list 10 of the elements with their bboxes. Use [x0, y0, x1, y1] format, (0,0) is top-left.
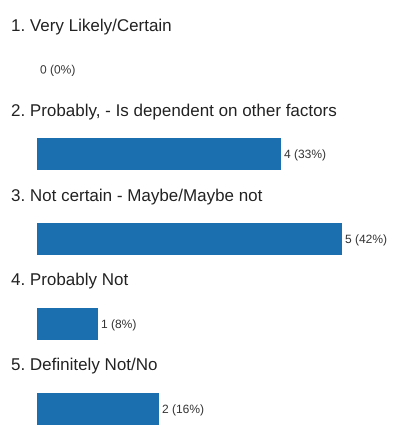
data-label: 4 (33%): [284, 147, 326, 161]
data-label: 5 (42%): [345, 232, 388, 246]
y-tick-label: 5. Definitely Not/No: [11, 355, 158, 374]
y-tick-label: 2. Probably, - Is dependent on other factors: [11, 101, 337, 120]
data-label: 2 (16%): [162, 402, 204, 416]
data-label: 1 (8%): [101, 317, 136, 331]
y-tick-label: 1. Very Likely/Certain: [11, 16, 172, 35]
data-label: 0 (0%): [40, 62, 76, 76]
y-tick-label: 3. Not certain - Maybe/Maybe not: [11, 186, 263, 205]
y-tick-label: 4. Probably Not: [11, 270, 128, 289]
